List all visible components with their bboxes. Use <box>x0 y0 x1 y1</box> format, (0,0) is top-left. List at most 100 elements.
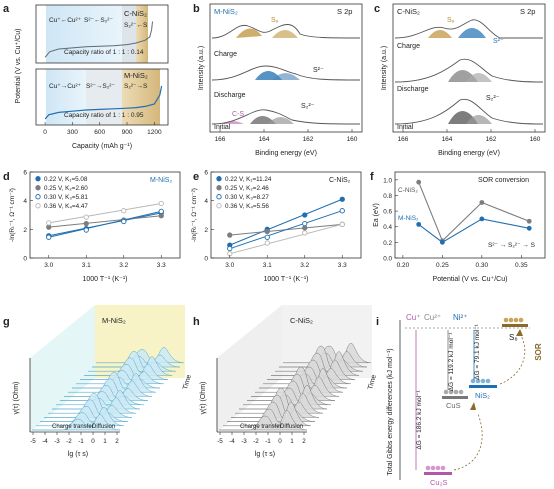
title-d: M-NiS₂ <box>150 177 172 184</box>
x-tick-label: -4 <box>229 438 235 445</box>
y-tick-label: 0.6 <box>383 209 392 216</box>
x-tick-label: 3.0 <box>225 262 234 269</box>
panel-label-d: d <box>3 171 10 183</box>
x-tick-label: 3.1 <box>82 262 91 269</box>
legend-entry: 0.36 V, K₄=4.47 <box>44 203 88 210</box>
dg-label-2: ΔG = 119.2 kJ mol⁻¹ <box>448 332 455 392</box>
annotation-cs: C-S <box>232 111 244 118</box>
legend-marker <box>216 194 222 200</box>
fit-line <box>229 198 343 246</box>
back-wall-left-h <box>217 305 282 432</box>
annotation-s8: S₈ <box>271 17 279 24</box>
x-tick-label: 162 <box>303 136 314 143</box>
s2-peak-c <box>458 28 486 38</box>
top-species-2: S²⁻←S₂²⁻ <box>84 17 113 24</box>
s8-peak-c <box>428 30 452 38</box>
title-f: SOR conversion <box>478 177 529 184</box>
cs-peak <box>222 121 244 124</box>
y-axis-label-d: -ln(Rₜ⁻¹, Ω⁻¹ cm⁻²) <box>9 188 16 242</box>
x-ticks-g: -5 -4 -3 -2 -1 0 1 2 <box>30 432 119 445</box>
data-point <box>83 214 89 220</box>
fit-line <box>229 223 343 255</box>
x-tick-label: -2 <box>253 438 259 445</box>
x-tick-label: 3.3 <box>338 262 347 269</box>
data-point <box>416 221 422 227</box>
data-point <box>227 232 233 238</box>
charge-spectrum <box>211 24 361 39</box>
data-point <box>83 227 89 233</box>
curve-label-initial: Initial <box>214 124 231 131</box>
x-tick-label: -5 <box>30 438 36 445</box>
fit-line <box>48 203 162 224</box>
discharge-spectrum-c <box>394 58 544 83</box>
series-label-c: C-NiS₂ <box>398 187 418 194</box>
header-ni: Ni²⁺ <box>453 313 467 322</box>
title-e: C-NiS₂ <box>329 177 351 184</box>
curve-label-charge: Charge <box>214 51 237 58</box>
frame-c <box>392 3 546 133</box>
x-tick-label: -2 <box>66 438 72 445</box>
x-ticks-a: 0 300 600 900 1200 <box>43 122 162 136</box>
x-axis-label-d: 1000 T⁻¹ (K⁻¹) <box>83 276 128 283</box>
region-cu-b <box>46 69 86 125</box>
z-axis-label-g: Time <box>182 374 193 391</box>
y-axis-label-b: Intensity (a.u.) <box>198 46 205 90</box>
s22-peak <box>250 116 276 124</box>
x-tick-label: 3.2 <box>300 262 309 269</box>
data-point <box>46 220 52 226</box>
y-axis-label-g: γ(τ) (Ohm) <box>13 382 20 415</box>
data-point <box>121 208 127 214</box>
x-axis-label-c: Binding energy (eV) <box>438 150 500 157</box>
x-tick-label: -3 <box>241 438 247 445</box>
panel-label-f: f <box>370 171 374 183</box>
x-tick-label: 2 <box>115 438 119 445</box>
x-tick-label: 0.20 <box>397 262 410 269</box>
frame-f <box>394 171 546 259</box>
y-tick-label: 2 <box>23 227 27 234</box>
x-tick-label: -1 <box>265 438 271 445</box>
legend-marker <box>216 176 222 182</box>
charge-curve <box>44 21 154 58</box>
data-point <box>46 224 52 230</box>
plot-d: 3.0 3.1 3.2 3.3 0 2 4 6 <box>23 170 166 270</box>
x-tick-label: 2 <box>302 438 306 445</box>
x-axis-label-f: Potential (V vs. Cu⁺/Cu) <box>433 276 508 283</box>
x-tick-label: 166 <box>215 136 226 143</box>
x-tick-label: 3.1 <box>263 262 272 269</box>
species-s8: S₈ <box>509 333 518 342</box>
x-tick-label: -5 <box>217 438 223 445</box>
y-tick-label: 4 <box>23 198 27 205</box>
data-point <box>302 225 308 231</box>
data-point <box>302 220 308 227</box>
species-cu2s: Cu₂S <box>430 478 448 487</box>
series-line <box>418 181 530 242</box>
plot-f: 0.20 0.25 0.30 0.35 0.0 0.2 0.4 0.6 0.8 1.0 <box>383 177 532 269</box>
data-point <box>526 225 532 231</box>
y-axis-label-i: Total Gibbs energy differences (kJ mol⁻¹… <box>387 348 394 475</box>
initial-spectrum <box>211 109 361 125</box>
data-point <box>439 239 445 245</box>
region-s2-b <box>86 69 122 125</box>
fit-line <box>48 210 162 238</box>
x-tick-label: 3.3 <box>157 262 166 269</box>
y-tick-label: 6 <box>23 170 27 177</box>
y-tick-label: 0.2 <box>383 240 392 247</box>
panel-f: f SOR conversion C-NiS₂ M-NiS₂ S²⁻ → S₂²… <box>370 171 546 283</box>
x-tick-label: 160 <box>530 136 541 143</box>
charge-spectrum-c <box>394 19 543 39</box>
legend-marker <box>216 203 222 209</box>
top-ratio: Capacity ratio of 1 : 1 : 0.14 <box>64 49 144 56</box>
curve-label-charge-c: Charge <box>397 43 420 50</box>
bottom-species-3: S₂²⁻→S <box>124 83 148 90</box>
x-tick-label: 164 <box>259 136 270 143</box>
conversion-note: S²⁻ → S₂²⁻ → S <box>488 242 536 249</box>
bottom-frame <box>35 68 169 126</box>
x-tick-label: 1 <box>103 438 107 445</box>
fit-line <box>229 210 343 250</box>
x-tick-label: 162 <box>486 136 497 143</box>
x-axis-label-b: Binding energy (eV) <box>255 150 317 157</box>
annotation-s2: S²⁻ <box>313 67 324 74</box>
legend-marker <box>216 185 222 191</box>
y-tick-label: 4 <box>204 198 208 205</box>
